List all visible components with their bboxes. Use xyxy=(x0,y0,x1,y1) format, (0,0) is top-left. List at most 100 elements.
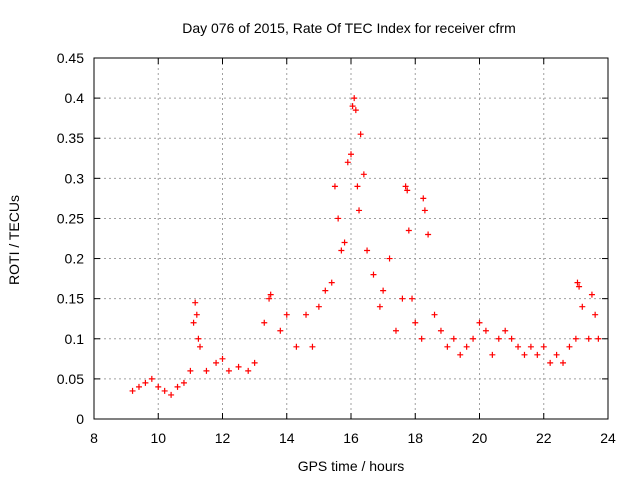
data-point xyxy=(352,107,359,114)
data-point xyxy=(155,383,162,390)
chart-title: Day 076 of 2015, Rate Of TEC Index for r… xyxy=(182,20,516,36)
data-point xyxy=(592,311,599,318)
data-point xyxy=(527,343,534,350)
x-tick-label: 10 xyxy=(150,430,166,446)
data-point xyxy=(502,327,509,334)
data-point xyxy=(266,295,273,302)
data-point xyxy=(148,375,155,382)
data-point xyxy=(404,187,411,194)
data-point xyxy=(585,335,592,342)
data-point xyxy=(203,367,210,374)
data-points xyxy=(129,95,602,398)
data-point xyxy=(463,343,470,350)
data-point xyxy=(351,95,358,102)
x-tick-label: 14 xyxy=(279,430,295,446)
data-point xyxy=(566,343,573,350)
data-point xyxy=(135,383,142,390)
ticks: 8 10 12 14 16 18 20 22 24 0 0.05 0.1 0.15 0.2 0.25 0.3 0… xyxy=(57,50,616,446)
data-point xyxy=(277,327,284,334)
data-point xyxy=(283,311,290,318)
x-tick-label: 12 xyxy=(215,430,231,446)
data-point xyxy=(161,387,168,394)
data-point xyxy=(521,351,528,358)
data-point xyxy=(534,351,541,358)
data-point xyxy=(303,311,310,318)
data-point xyxy=(293,343,300,350)
data-point xyxy=(540,343,547,350)
data-point xyxy=(315,303,322,310)
data-point xyxy=(309,343,316,350)
data-point xyxy=(579,303,586,310)
x-tick-label: 24 xyxy=(600,430,616,446)
data-point xyxy=(386,255,393,262)
y-tick-label: 0.15 xyxy=(57,291,84,307)
x-tick-label: 18 xyxy=(407,430,423,446)
data-point xyxy=(595,335,602,342)
y-tick-label: 0.45 xyxy=(57,50,84,66)
data-point xyxy=(412,319,419,326)
data-point xyxy=(482,327,489,334)
data-point xyxy=(354,183,361,190)
data-point xyxy=(174,383,181,390)
data-point xyxy=(219,355,226,362)
data-point xyxy=(187,367,194,374)
data-point xyxy=(547,359,554,366)
data-point xyxy=(251,359,258,366)
data-point xyxy=(392,327,399,334)
x-tick-label: 22 xyxy=(536,430,552,446)
data-point xyxy=(245,367,252,374)
x-axis-label: GPS time / hours xyxy=(298,458,405,474)
data-point xyxy=(574,279,581,286)
data-point xyxy=(553,351,560,358)
data-point xyxy=(168,391,175,398)
data-point xyxy=(142,379,149,386)
data-point xyxy=(192,299,199,306)
data-point xyxy=(588,291,595,298)
data-point xyxy=(560,359,567,366)
data-point xyxy=(129,387,136,394)
data-point xyxy=(328,279,335,286)
data-point xyxy=(420,195,427,202)
data-point xyxy=(331,183,338,190)
data-point xyxy=(348,151,354,158)
data-point xyxy=(190,319,197,326)
data-point xyxy=(335,215,342,222)
y-tick-label: 0.2 xyxy=(65,251,85,267)
y-tick-label: 0 xyxy=(76,411,84,427)
data-point xyxy=(572,335,579,342)
data-point xyxy=(180,379,187,386)
data-point xyxy=(364,247,371,254)
data-point xyxy=(357,131,364,138)
data-point xyxy=(349,103,356,110)
data-point xyxy=(470,335,477,342)
y-tick-label: 0.35 xyxy=(57,130,84,146)
data-point xyxy=(322,287,329,294)
data-point xyxy=(437,327,444,334)
y-tick-label: 0.3 xyxy=(65,170,85,186)
data-point xyxy=(457,351,464,358)
data-point xyxy=(267,291,274,298)
data-point xyxy=(444,343,451,350)
data-point xyxy=(356,207,363,214)
data-point xyxy=(360,171,367,178)
data-point xyxy=(235,363,242,370)
data-point xyxy=(409,295,416,302)
data-point xyxy=(376,303,383,310)
data-point xyxy=(489,351,496,358)
data-point xyxy=(195,335,202,342)
data-point xyxy=(405,227,412,234)
data-point xyxy=(197,343,204,350)
data-point xyxy=(344,159,351,166)
y-tick-label: 0.05 xyxy=(57,371,84,387)
data-point xyxy=(370,271,377,278)
data-point xyxy=(261,319,268,326)
data-point xyxy=(450,335,457,342)
data-point xyxy=(421,207,428,214)
data-point xyxy=(431,311,438,318)
data-point xyxy=(193,311,200,318)
y-tick-label: 0.25 xyxy=(57,210,84,226)
data-point xyxy=(402,183,409,190)
y-axis-label: ROTI / TECUs xyxy=(6,195,22,285)
grid xyxy=(94,58,608,419)
